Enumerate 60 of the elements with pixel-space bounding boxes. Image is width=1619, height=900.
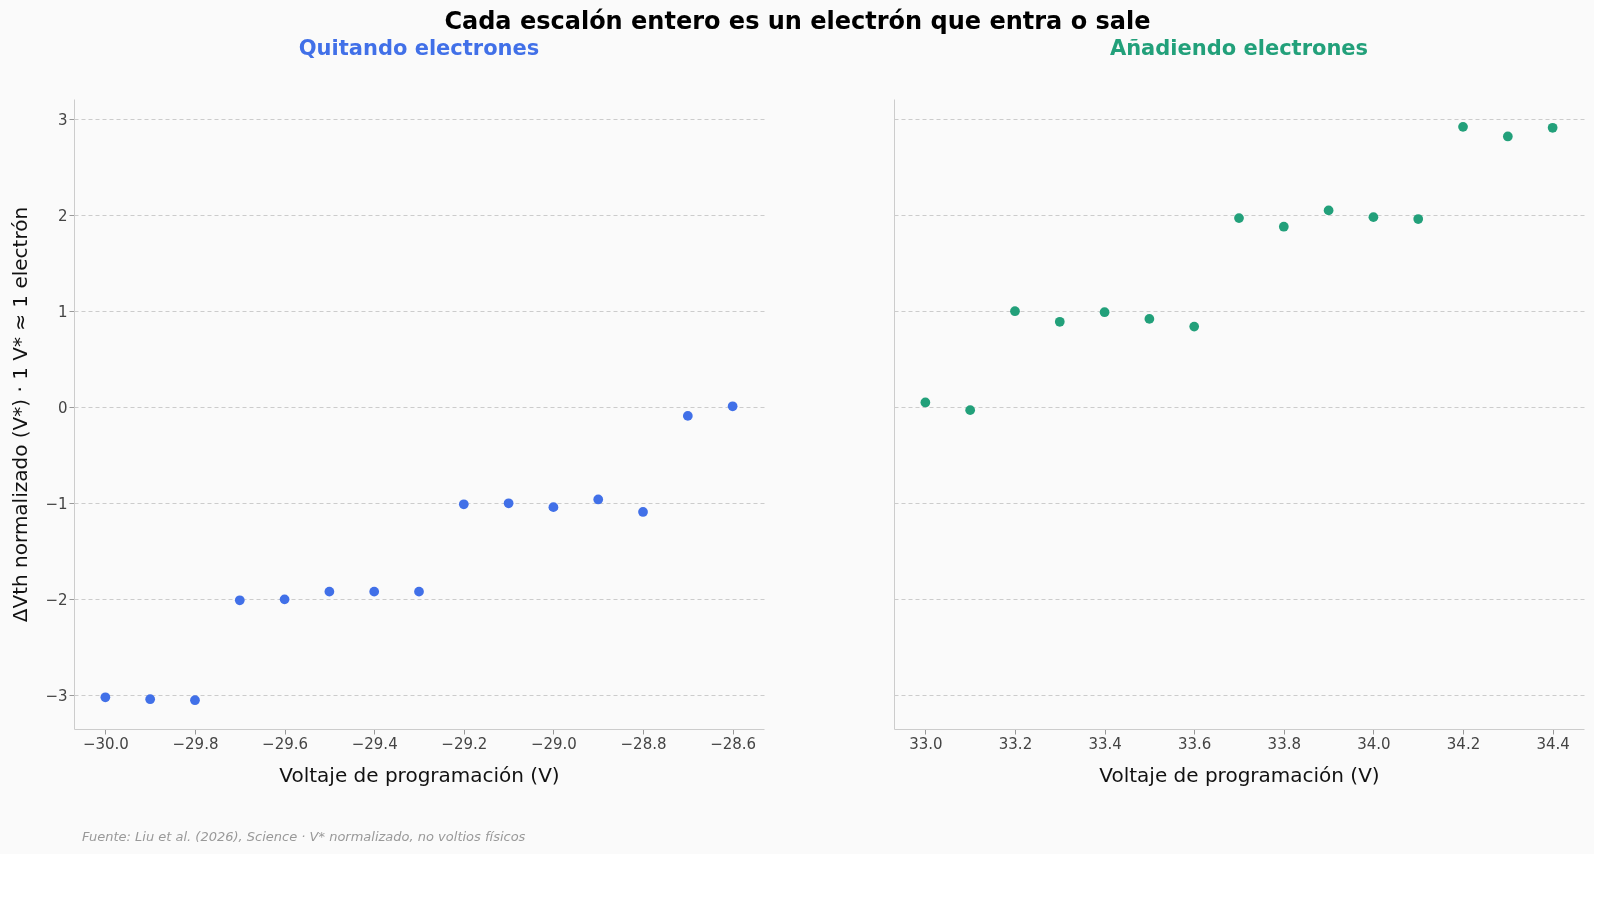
point (1547, 122, 1558, 133)
point (414, 586, 424, 597)
x-tick-label: −30.0 (82, 734, 129, 753)
point (1189, 321, 1200, 332)
chart-subtitle: Quitando electrones (298, 36, 540, 60)
y-tick-label: −2 (45, 590, 68, 609)
point (1368, 212, 1379, 222)
point (1502, 131, 1513, 142)
point (638, 507, 648, 517)
y-tick-label: 2 (57, 206, 68, 225)
point (503, 498, 514, 509)
point (727, 401, 738, 412)
point (145, 694, 156, 705)
y-tick-label: 3 (57, 110, 68, 129)
point (1234, 213, 1244, 223)
x-tick-label: 34.0 (1357, 734, 1391, 753)
point (548, 502, 559, 513)
point (1323, 205, 1334, 216)
point (1278, 221, 1289, 232)
x-tick-label: 33.8 (1267, 734, 1302, 753)
point (1144, 314, 1155, 324)
point (369, 586, 380, 597)
x-tick-label: 34.4 (1536, 734, 1570, 753)
point (190, 695, 200, 706)
point (324, 586, 335, 597)
point (1010, 306, 1020, 317)
point (965, 405, 976, 416)
point (1054, 316, 1065, 327)
x-tick-label: 33.2 (998, 734, 1033, 753)
point (682, 411, 693, 421)
x-tick-label: −28.8 (620, 734, 667, 753)
x-tick-label: 33.4 (1088, 734, 1122, 753)
point (920, 397, 931, 408)
point (100, 692, 111, 703)
x-tick-label: −29.0 (530, 734, 577, 753)
point (1099, 307, 1110, 318)
point (279, 594, 290, 605)
x-tick-label: −28.6 (710, 734, 757, 753)
x-tick-label: −29.2 (441, 734, 488, 753)
chart-title: Cada escalón entero es un electrón que entra o sale (444, 7, 1151, 35)
chart-subtitle: Añadiendo electrones (1109, 36, 1369, 60)
y-axis-title: ΔVth normalizado (V*) · 1 V* ≈ 1 electrón (8, 206, 33, 623)
point (1413, 214, 1424, 224)
point (593, 494, 604, 505)
x-tick-label: −29.8 (172, 734, 219, 753)
x-tick-label: 33.6 (1177, 734, 1212, 753)
point (458, 499, 469, 510)
y-tick-label: 1 (57, 302, 68, 321)
x-axis-title: Voltaje de programación (V) (1099, 762, 1380, 787)
source-note: Fuente: Liu et al. (2026), Science · V* normalizado, no voltios físicos (82, 829, 526, 844)
y-tick-label: −1 (45, 494, 68, 513)
x-tick-label: −29.4 (351, 734, 398, 753)
y-tick-label: −3 (45, 686, 68, 705)
x-tick-label: −29.6 (262, 734, 309, 753)
x-tick-label: 33.0 (909, 734, 943, 753)
x-tick-label: 34.2 (1446, 734, 1481, 753)
point (1458, 121, 1468, 132)
y-tick-label: 0 (57, 398, 68, 417)
x-axis-title: Voltaje de programación (V) (279, 762, 560, 787)
point (234, 595, 245, 606)
